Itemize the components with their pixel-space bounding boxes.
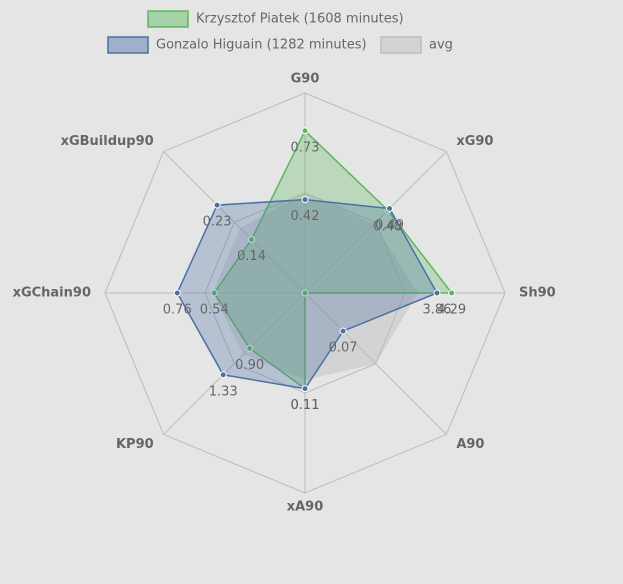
legend-label: Gonzalo Higuain (1282 minutes): [156, 38, 367, 53]
data-label: 0.54: [200, 303, 229, 318]
data-label: 0.11: [291, 398, 320, 413]
point: [301, 385, 309, 393]
data-label: 0.76: [163, 303, 192, 318]
data-label: 3.86: [422, 303, 451, 318]
point: [301, 196, 309, 204]
point: [213, 201, 221, 209]
spoke: [304, 151, 447, 294]
legend-item[interactable]: Krzysztof Piatek (1608 minutes): [147, 10, 404, 28]
axis-label: xGBuildup90: [61, 134, 154, 149]
axis-label: Sh90: [519, 286, 556, 301]
point: [448, 289, 456, 297]
data-label: 0.73: [291, 140, 320, 155]
spoke: [163, 151, 306, 294]
point: [173, 289, 181, 297]
legend-label: Krzysztof Piatek (1608 minutes): [196, 12, 404, 27]
axis-label: xGChain90: [13, 286, 91, 301]
axis-label: A90: [456, 437, 484, 452]
point: [301, 127, 309, 135]
data-label: 0.11: [291, 398, 320, 413]
legend-swatch: [107, 36, 149, 54]
axis-label: xA90: [287, 500, 324, 515]
data-label: 0.23: [203, 215, 232, 230]
point: [246, 344, 254, 352]
data-label: 0.42: [291, 209, 320, 224]
point: [433, 289, 441, 297]
data-label: 1.33: [209, 384, 238, 399]
data-label: 4.29: [437, 303, 466, 318]
data-label: 0.14: [237, 249, 266, 264]
point: [219, 371, 227, 379]
legend-swatch: [380, 36, 422, 54]
data-label: 0.90: [235, 358, 264, 373]
spoke: [304, 292, 447, 435]
point: [339, 327, 347, 335]
legend-item[interactable]: avg: [380, 36, 453, 54]
data-label: 0.49: [375, 218, 404, 233]
legend-label: avg: [429, 38, 453, 53]
axis-label: KP90: [116, 437, 154, 452]
axis-label: xG90: [456, 134, 493, 149]
legend-item[interactable]: Gonzalo Higuain (1282 minutes): [107, 36, 367, 54]
spoke: [163, 292, 306, 435]
axis-label: G90: [291, 72, 320, 87]
legend-swatch: [147, 10, 189, 28]
point: [301, 289, 309, 297]
point: [247, 235, 255, 243]
data-label: 0.07: [329, 341, 358, 356]
data-label: 0.48: [373, 220, 402, 235]
point: [386, 204, 394, 212]
series-area: [212, 193, 418, 380]
point: [210, 289, 218, 297]
